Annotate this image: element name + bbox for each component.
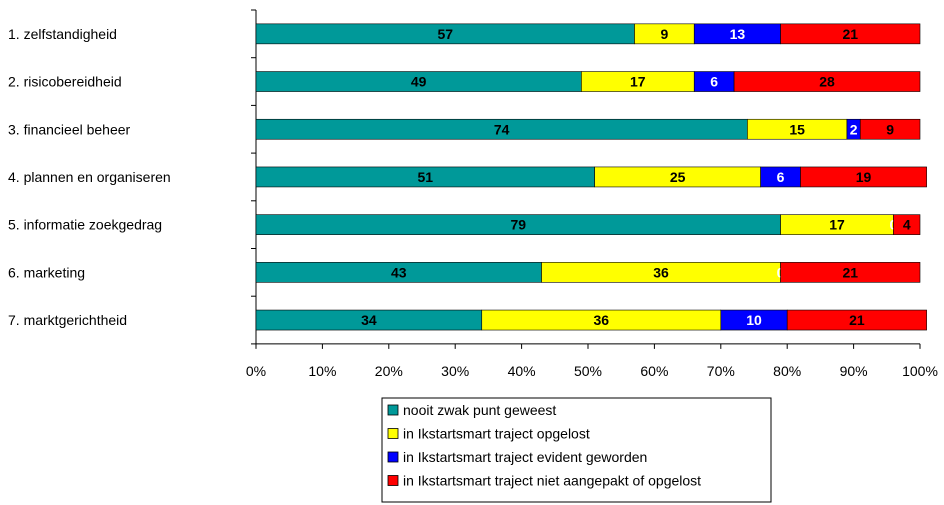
data-label: 79 <box>510 217 526 233</box>
value-tick-label: 10% <box>308 363 336 379</box>
category-label: 2. risicobereidheid <box>8 74 122 90</box>
category-label: 7. marktgerichtheid <box>8 312 127 328</box>
legend-swatch <box>387 475 399 486</box>
value-tick-label: 30% <box>441 363 469 379</box>
data-label: 9 <box>660 26 668 42</box>
data-label: 34 <box>361 312 377 328</box>
data-label: 21 <box>849 312 865 328</box>
category-label: 5. informatie zoekgedrag <box>8 217 162 233</box>
legend-box <box>381 397 772 503</box>
data-label: 36 <box>653 264 669 280</box>
data-label: 74 <box>494 121 510 137</box>
category-label: 1. zelfstandigheid <box>8 26 117 42</box>
bar-segment <box>780 23 921 45</box>
bar-segment <box>859 118 921 140</box>
value-tick-label: 50% <box>574 363 602 379</box>
category-label: 3. financieel beheer <box>8 121 131 137</box>
value-tick-label: 100% <box>902 363 938 379</box>
value-tick-label: 40% <box>508 363 536 379</box>
bar-segment <box>893 214 921 235</box>
data-label: 10 <box>746 312 762 328</box>
bars: 5791321491762874152951256197917044336021… <box>255 23 927 331</box>
value-tick-label: 70% <box>707 363 735 379</box>
data-label: 57 <box>437 26 453 42</box>
data-label: 49 <box>411 74 427 90</box>
data-label: 19 <box>856 169 872 185</box>
value-tick-label: 60% <box>640 363 668 379</box>
legend-swatch <box>387 428 399 439</box>
category-axis <box>251 9 257 345</box>
data-label: 2 <box>850 121 858 137</box>
category-label: 4. plannen en organiseren <box>8 169 171 185</box>
legend-label: in Ikstartsmart traject opgelost <box>403 426 590 442</box>
data-label: 28 <box>819 74 835 90</box>
value-tick-label: 0% <box>246 363 266 379</box>
value-tick-label: 80% <box>773 363 801 379</box>
bar-segment <box>780 262 921 283</box>
data-label: 51 <box>418 169 434 185</box>
legend-swatch <box>387 451 399 463</box>
legend-label: in Ikstartsmart traject evident geworden <box>403 449 647 465</box>
legend-label: nooit zwak punt geweest <box>403 402 556 418</box>
data-label: 6 <box>777 169 785 185</box>
data-label: 17 <box>630 74 646 90</box>
data-label: 13 <box>730 26 746 42</box>
category-label: 6. marketing <box>8 264 85 280</box>
legend-swatch <box>387 404 399 416</box>
data-label: 15 <box>789 121 805 137</box>
legend: nooit zwak punt geweest in Ikstartsmart t… <box>381 397 772 503</box>
bar-segment <box>733 71 921 92</box>
bar-segment <box>800 166 927 188</box>
data-label: 21 <box>842 26 858 42</box>
data-label: 36 <box>593 312 609 328</box>
value-tick-label: 20% <box>375 363 403 379</box>
value-axis: 0% 10% 20% 30% 40% 50% 60% 70% 80% 90% 100% <box>246 343 938 379</box>
value-tick-label: 90% <box>840 363 868 379</box>
data-label: 9 <box>886 121 894 137</box>
data-label: 6 <box>710 74 718 90</box>
data-label: 4 <box>903 217 911 233</box>
legend-label: in Ikstartsmart traject niet aangepakt o… <box>403 473 701 489</box>
category-labels: 1. zelfstandigheid 2. risicobereidheid 3. … <box>8 26 171 328</box>
data-label: 43 <box>391 264 407 280</box>
data-label: 21 <box>842 264 858 280</box>
data-label: 25 <box>670 169 686 185</box>
bar-segment <box>786 309 927 331</box>
data-label: 17 <box>829 217 845 233</box>
